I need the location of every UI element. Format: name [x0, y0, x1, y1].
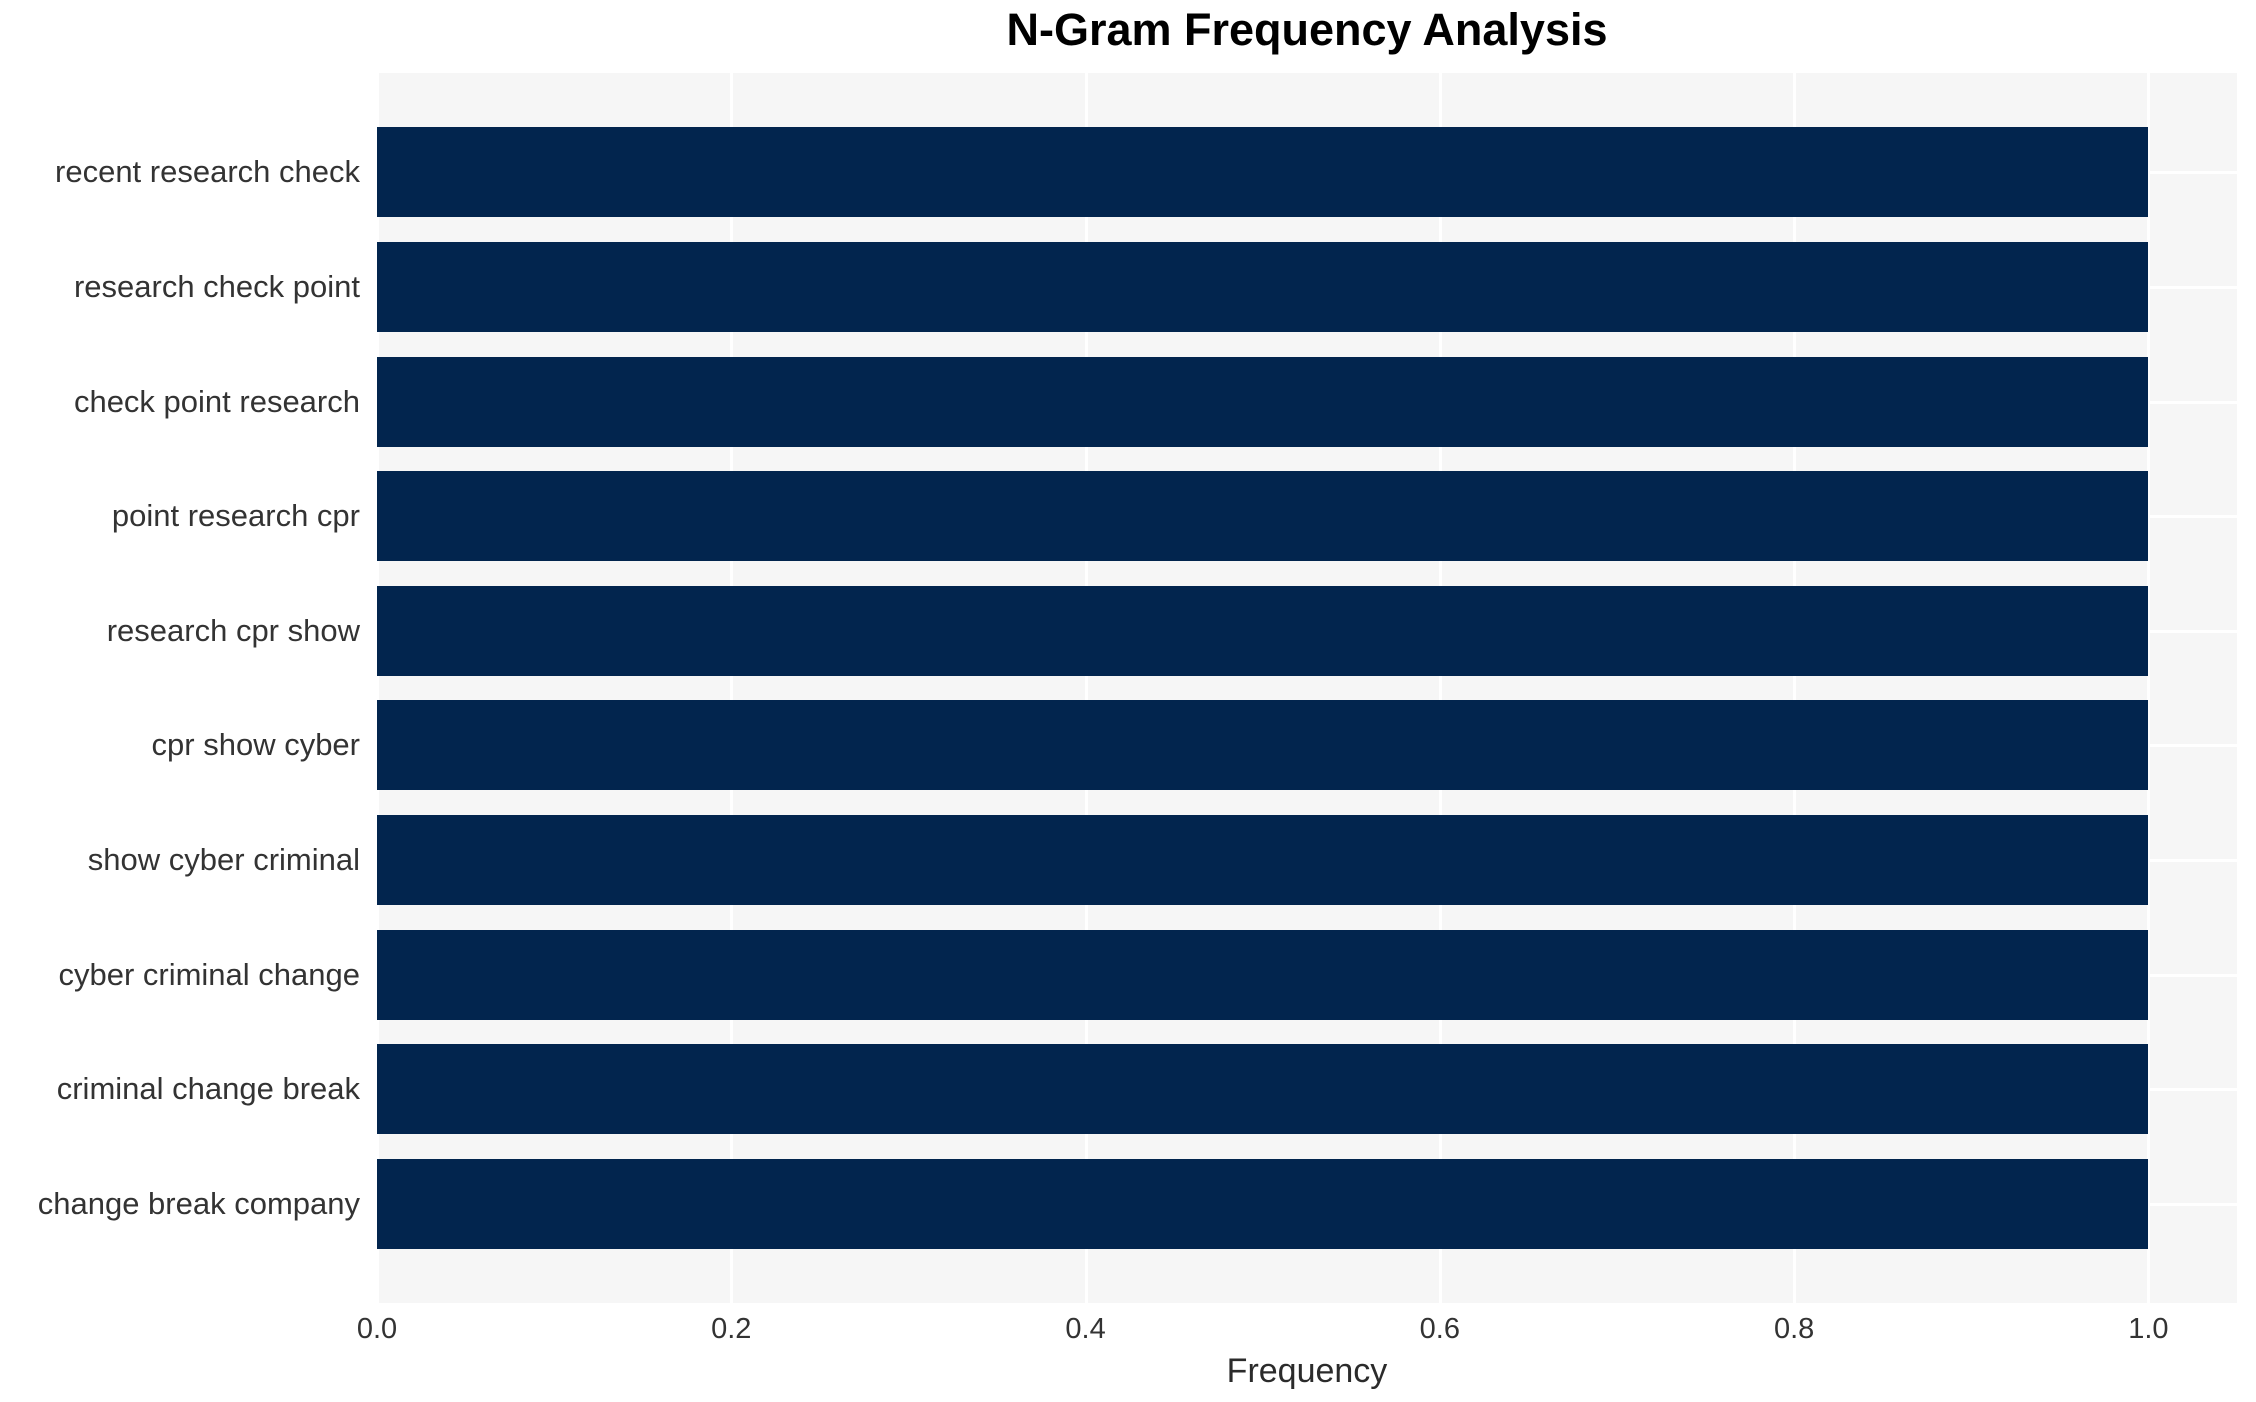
- y-tick-label: point research cpr: [111, 498, 360, 534]
- y-tick-label: change break company: [37, 1185, 360, 1221]
- x-tick-label: 0.6: [1419, 1313, 1460, 1345]
- y-tick-label: cpr show cyber: [151, 727, 360, 763]
- y-tick-label: criminal change break: [56, 1071, 360, 1107]
- bar-criminal-change-break: [377, 1044, 2149, 1135]
- x-tick-label: 0.4: [1065, 1313, 1106, 1345]
- x-tick-label: 0.8: [1773, 1313, 1815, 1345]
- y-tick-label: research check point: [73, 268, 360, 304]
- y-tick-label: research cpr show: [106, 612, 360, 648]
- x-tick-label: 0.0: [356, 1313, 398, 1345]
- chart-title: N-Gram Frequency Analysis: [1006, 4, 1608, 55]
- bar-change-break-company: [377, 1158, 2149, 1249]
- x-gridline: [376, 73, 379, 1303]
- bar-cpr-show-cyber: [377, 700, 2149, 791]
- x-gridline: [1793, 73, 1797, 1303]
- bar-check-point-research: [377, 356, 2149, 447]
- y-tick-label: recent research check: [55, 154, 360, 190]
- bar-show-cyber-criminal: [377, 814, 2149, 905]
- x-tick-label: 1.0: [2128, 1313, 2169, 1345]
- y-tick-label: check point research: [73, 383, 360, 419]
- y-tick-label: cyber criminal change: [58, 956, 360, 992]
- x-axis-title: Frequency: [1226, 1352, 1388, 1390]
- x-gridline: [1438, 73, 1442, 1303]
- x-gridline: [1084, 73, 1088, 1303]
- x-gridline: [730, 73, 734, 1303]
- bar-point-research-cpr: [377, 471, 2149, 562]
- x-gridline: [2147, 73, 2151, 1303]
- bar-research-check-point: [377, 241, 2149, 332]
- bar-recent-research-check: [377, 127, 2149, 218]
- x-tick-label: 0.2: [711, 1313, 752, 1345]
- bar-cyber-criminal-change: [377, 929, 2149, 1020]
- bar-research-cpr-show: [377, 585, 2149, 676]
- y-tick-label: show cyber criminal: [87, 841, 360, 877]
- plot-area: [376, 73, 2237, 1303]
